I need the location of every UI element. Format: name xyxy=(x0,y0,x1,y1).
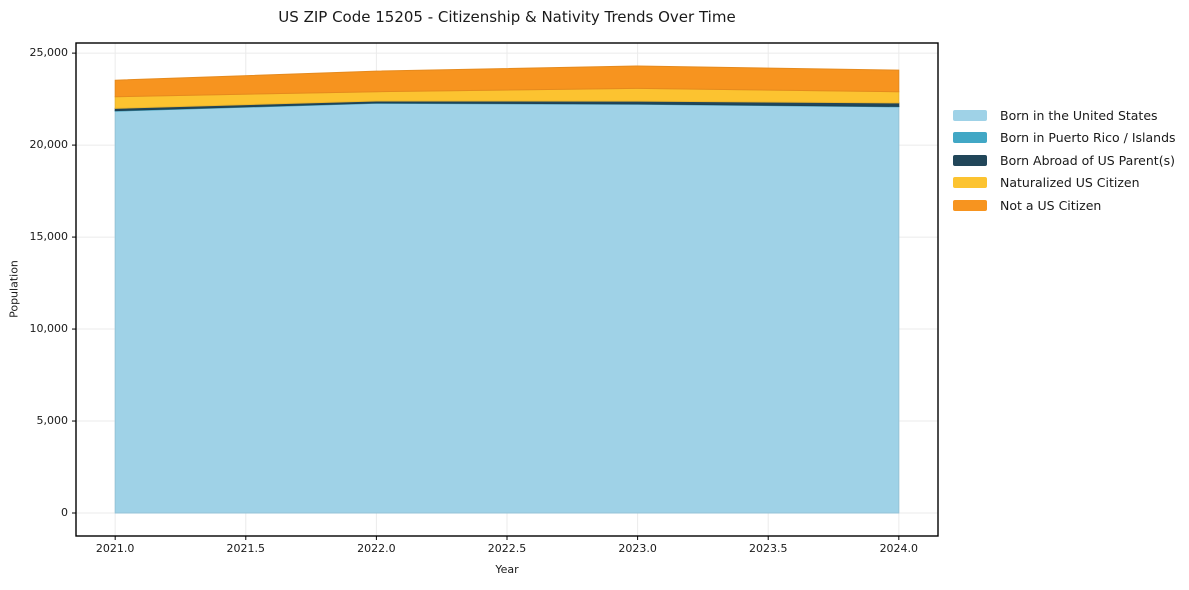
y-tick-label: 10,000 xyxy=(29,322,69,336)
area-series-0 xyxy=(114,102,900,514)
legend-item: Born in Puerto Rico / Islands xyxy=(953,127,1176,150)
legend-item: Born Abroad of US Parent(s) xyxy=(953,149,1176,172)
legend-label: Born in the United States xyxy=(1000,107,1158,123)
legend-swatch xyxy=(953,132,987,144)
y-axis-label: Population xyxy=(7,260,21,318)
x-tick-label: 2023.0 xyxy=(618,542,657,555)
x-tick-label: 2021.5 xyxy=(226,542,266,555)
chart-title: US ZIP Code 15205 - Citizenship & Nativi… xyxy=(278,8,736,26)
legend-swatch xyxy=(953,109,987,121)
area-series-4 xyxy=(114,65,900,98)
y-tick-label: 5,000 xyxy=(36,414,69,428)
legend-label: Naturalized US Citizen xyxy=(1000,175,1140,191)
y-tick-label: 25,000 xyxy=(29,46,69,60)
legend-label: Not a US Citizen xyxy=(1000,197,1102,213)
legend-item: Born in the United States xyxy=(953,104,1176,127)
x-tick-label: 2023.5 xyxy=(748,542,788,555)
x-tick-label: 2022.5 xyxy=(487,542,527,555)
y-tick-label: 0 xyxy=(61,506,68,519)
x-axis-label: Year xyxy=(495,563,519,576)
y-tick-label: 15,000 xyxy=(29,230,69,244)
legend-label: Born Abroad of US Parent(s) xyxy=(1000,152,1175,168)
legend-swatch xyxy=(953,154,987,166)
x-tick-label: 2022.0 xyxy=(357,542,396,555)
y-tick-label: 20,000 xyxy=(29,138,69,152)
legend-swatch xyxy=(953,177,987,189)
legend-label: Born in Puerto Rico / Islands xyxy=(1000,130,1176,146)
legend-swatch xyxy=(953,199,987,211)
plot-border xyxy=(75,42,939,537)
legend-item: Not a US Citizen xyxy=(953,194,1176,217)
x-tick-label: 2024.0 xyxy=(879,542,919,555)
legend: Born in the United States Born in Puerto … xyxy=(953,104,1176,217)
legend-item: Naturalized US Citizen xyxy=(953,172,1176,195)
x-tick-label: 2021.0 xyxy=(95,542,135,555)
